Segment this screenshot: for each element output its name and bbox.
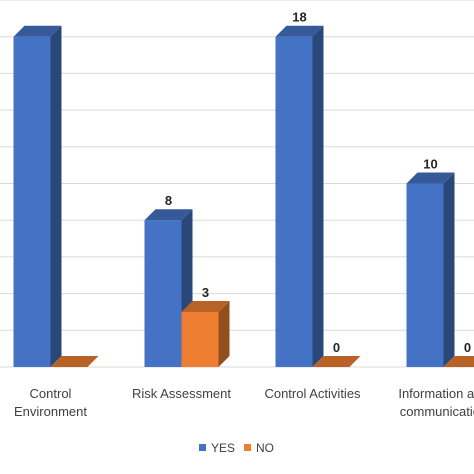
x-tick-label: Control Environment (14, 386, 87, 419)
x-tick-label: Information andcommunication (398, 386, 474, 419)
legend-item-yes: YES (199, 441, 235, 455)
bar-no (181, 300, 230, 367)
legend-label: NO (256, 441, 274, 455)
bars (13, 25, 474, 367)
legend-swatch (244, 444, 251, 451)
data-label: 18 (292, 10, 306, 25)
bar-yes (13, 25, 62, 367)
bar-yes (275, 25, 324, 367)
legend-swatch (199, 444, 206, 451)
gridlines (0, 0, 474, 368)
x-tick-label: Control Activities (264, 386, 361, 401)
legend-item-no: NO (244, 441, 274, 455)
x-tick-label: Risk Assessment (132, 386, 231, 401)
data-labels: 8 3 18 0 10 0 (165, 10, 471, 355)
bar-no (50, 356, 99, 367)
data-label: 0 (464, 340, 471, 355)
bar-yes (406, 172, 455, 367)
data-label: 10 (423, 157, 437, 172)
data-label: 8 (165, 193, 172, 208)
bar-no (443, 356, 474, 367)
bar-no (312, 356, 361, 367)
data-label: 3 (202, 285, 209, 300)
x-axis-tick-labels: Control Environment Risk Assessment Control… (14, 386, 474, 419)
legend-label: YES (211, 441, 235, 455)
legend: YES NO (199, 441, 274, 455)
data-label: 0 (333, 340, 340, 355)
